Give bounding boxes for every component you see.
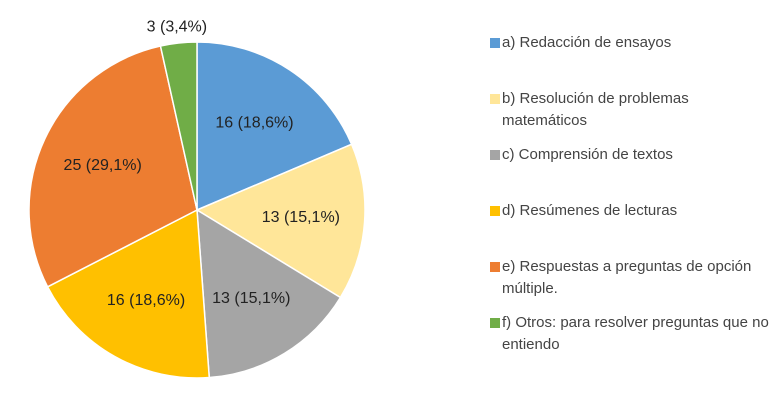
legend-swatch	[490, 262, 500, 272]
legend-label: c) Comprensión de textos	[502, 146, 673, 163]
data-label: 13 (15,1%)	[212, 290, 290, 307]
data-label: 16 (18,6%)	[107, 292, 185, 309]
data-label: 16 (18,6%)	[215, 114, 293, 131]
pie-slice	[159, 41, 198, 211]
legend-label: e) Respuestas a preguntas de opción múlt…	[502, 258, 752, 297]
legend-item: d) Resúmenes de lecturas	[490, 200, 770, 256]
legend-swatch	[490, 38, 500, 48]
pie-slice	[46, 208, 211, 379]
legend-item: e) Respuestas a preguntas de opción múlt…	[490, 256, 770, 312]
data-label: 13 (15,1%)	[262, 209, 340, 226]
pie-slice	[28, 45, 198, 288]
legend-swatch	[490, 318, 500, 328]
data-label: 25 (29,1%)	[64, 157, 142, 174]
chart: 16 (18,6%) 13 (15,1%) 13 (15,1%) 16 (18,6%)…	[28, 18, 366, 379]
legend-label: d) Resúmenes de lecturas	[502, 202, 678, 219]
pie-slice	[196, 208, 342, 379]
data-label: 3 (3,4%)	[147, 18, 207, 35]
legend-swatch	[490, 150, 500, 160]
legend-label: f) Otros: para resolver preguntas que no…	[502, 314, 769, 353]
legend-label: b) Resolución de problemas matemáticos	[502, 90, 689, 129]
legend-item: b) Resolución de problemas matemáticos	[490, 88, 770, 144]
pie-slice	[196, 41, 353, 212]
legend-item: a) Redacción de ensayos	[490, 32, 770, 88]
legend-swatch	[490, 206, 500, 216]
legend: a) Redacción de ensayos b) Resolución de …	[490, 32, 770, 368]
legend-item: c) Comprensión de textos	[490, 144, 770, 200]
legend-label: a) Redacción de ensayos	[502, 34, 672, 51]
legend-swatch	[490, 94, 500, 104]
legend-item: f) Otros: para resolver preguntas que no…	[490, 312, 770, 368]
pie-slice	[195, 143, 366, 299]
